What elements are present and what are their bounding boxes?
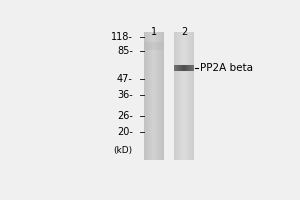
Bar	[181, 65, 182, 71]
Bar	[186, 65, 187, 71]
Text: 118-: 118-	[111, 32, 133, 42]
Text: 26-: 26-	[117, 111, 133, 121]
Bar	[185, 32, 186, 160]
Bar	[174, 65, 175, 71]
Bar	[188, 65, 189, 71]
Bar	[157, 32, 158, 160]
Text: PP2A beta: PP2A beta	[200, 63, 253, 73]
Bar	[192, 32, 193, 160]
Bar	[191, 65, 192, 71]
Bar	[185, 65, 186, 71]
Bar	[179, 32, 180, 160]
Text: 85-: 85-	[117, 46, 133, 56]
Bar	[181, 32, 182, 160]
Bar	[187, 65, 188, 71]
Bar	[175, 65, 176, 71]
Bar	[192, 65, 193, 71]
Bar	[174, 32, 175, 160]
Bar	[183, 65, 184, 71]
Bar	[163, 32, 164, 160]
Bar	[151, 32, 152, 160]
Bar	[154, 32, 155, 160]
Bar	[188, 32, 189, 160]
Bar	[148, 32, 149, 160]
Text: 36-: 36-	[117, 90, 133, 100]
Bar	[144, 42, 164, 50]
Bar	[177, 32, 178, 160]
Bar	[147, 32, 148, 160]
Bar	[149, 32, 150, 160]
Bar	[153, 32, 154, 160]
Bar	[180, 32, 181, 160]
Bar	[176, 32, 177, 160]
Bar	[144, 32, 145, 160]
Bar	[159, 32, 160, 160]
Bar	[152, 32, 153, 160]
Bar	[178, 32, 179, 160]
Bar	[146, 32, 147, 160]
Text: 47-: 47-	[117, 74, 133, 84]
Bar	[182, 65, 183, 71]
Bar	[145, 32, 146, 160]
Bar	[176, 65, 177, 71]
Bar	[160, 32, 161, 160]
Bar	[187, 32, 188, 160]
Text: 2: 2	[181, 27, 187, 37]
Bar	[190, 32, 191, 160]
Bar	[190, 65, 191, 71]
Bar	[156, 32, 157, 160]
Bar	[182, 32, 183, 160]
Bar	[150, 32, 151, 160]
Bar	[183, 32, 184, 160]
Text: 20-: 20-	[117, 127, 133, 137]
Bar	[178, 65, 179, 71]
Bar	[191, 32, 192, 160]
Bar	[177, 65, 178, 71]
Bar	[162, 32, 163, 160]
Bar	[193, 32, 194, 160]
Text: (kD): (kD)	[114, 146, 133, 155]
Bar	[189, 65, 190, 71]
Bar	[189, 32, 190, 160]
Bar	[161, 32, 162, 160]
Text: 1: 1	[151, 27, 157, 37]
Bar	[180, 65, 181, 71]
Bar	[155, 32, 156, 160]
Bar	[179, 65, 180, 71]
Bar	[184, 32, 185, 160]
Bar	[158, 32, 159, 160]
Bar	[184, 65, 185, 71]
Bar	[193, 65, 194, 71]
Bar	[186, 32, 187, 160]
